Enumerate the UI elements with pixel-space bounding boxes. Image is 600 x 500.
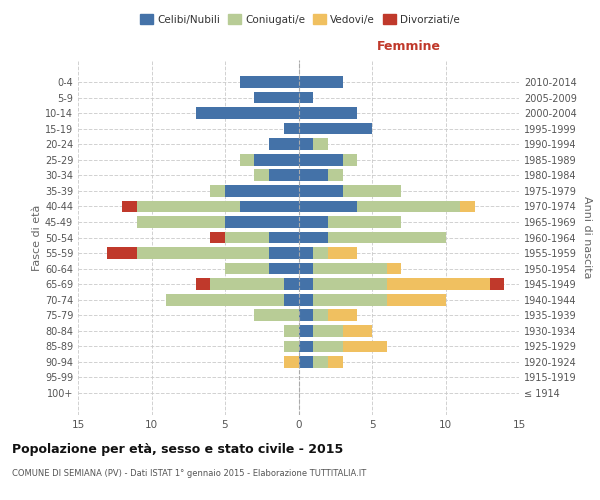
Bar: [313, 294, 387, 306]
Y-axis label: Fasce di età: Fasce di età: [32, 204, 42, 270]
Bar: [269, 247, 299, 259]
Bar: [284, 123, 299, 134]
Bar: [122, 200, 137, 212]
Bar: [240, 76, 299, 88]
Bar: [269, 170, 299, 181]
Bar: [299, 107, 358, 119]
Bar: [284, 340, 299, 352]
Bar: [299, 170, 328, 181]
Bar: [240, 200, 299, 212]
Bar: [269, 232, 299, 243]
Bar: [284, 294, 299, 306]
Bar: [269, 138, 299, 150]
Bar: [299, 185, 343, 196]
Bar: [284, 278, 299, 290]
Bar: [328, 232, 445, 243]
Bar: [313, 325, 343, 336]
Bar: [387, 278, 490, 290]
Text: Femmine: Femmine: [377, 40, 441, 53]
Bar: [299, 247, 313, 259]
Bar: [269, 263, 299, 274]
Bar: [299, 340, 313, 352]
Bar: [299, 278, 313, 290]
Bar: [299, 92, 313, 104]
Bar: [254, 310, 299, 321]
Bar: [313, 278, 387, 290]
Bar: [240, 154, 254, 166]
Bar: [225, 263, 269, 274]
Text: Popolazione per età, sesso e stato civile - 2015: Popolazione per età, sesso e stato civil…: [12, 442, 343, 456]
Bar: [328, 216, 401, 228]
Bar: [328, 247, 357, 259]
Bar: [313, 340, 343, 352]
Y-axis label: Anni di nascita: Anni di nascita: [582, 196, 592, 279]
Bar: [299, 216, 328, 228]
Bar: [299, 263, 313, 274]
Bar: [387, 263, 401, 274]
Bar: [299, 154, 343, 166]
Legend: Celibi/Nubili, Coniugati/e, Vedovi/e, Divorziati/e: Celibi/Nubili, Coniugati/e, Vedovi/e, Di…: [136, 10, 464, 29]
Bar: [225, 216, 299, 228]
Bar: [284, 325, 299, 336]
Bar: [211, 185, 225, 196]
Bar: [137, 247, 269, 259]
Bar: [313, 263, 387, 274]
Bar: [225, 185, 299, 196]
Bar: [137, 216, 225, 228]
Bar: [328, 310, 357, 321]
Bar: [358, 200, 460, 212]
Bar: [299, 325, 313, 336]
Bar: [460, 200, 475, 212]
Bar: [343, 185, 401, 196]
Bar: [343, 154, 358, 166]
Bar: [299, 356, 313, 368]
Bar: [313, 356, 328, 368]
Bar: [490, 278, 504, 290]
Text: COMUNE DI SEMIANA (PV) - Dati ISTAT 1° gennaio 2015 - Elaborazione TUTTITALIA.IT: COMUNE DI SEMIANA (PV) - Dati ISTAT 1° g…: [12, 469, 366, 478]
Bar: [299, 200, 358, 212]
Bar: [254, 92, 299, 104]
Bar: [313, 138, 328, 150]
Bar: [299, 76, 343, 88]
Bar: [313, 310, 328, 321]
Bar: [225, 232, 269, 243]
Bar: [107, 247, 137, 259]
Bar: [254, 170, 269, 181]
Bar: [299, 310, 313, 321]
Bar: [299, 232, 328, 243]
Bar: [343, 340, 387, 352]
Bar: [343, 325, 372, 336]
Bar: [211, 232, 225, 243]
Bar: [196, 107, 299, 119]
Bar: [328, 356, 343, 368]
Bar: [137, 200, 240, 212]
Bar: [299, 294, 313, 306]
Bar: [196, 278, 211, 290]
Bar: [284, 356, 299, 368]
Bar: [313, 247, 328, 259]
Bar: [254, 154, 299, 166]
Bar: [299, 123, 372, 134]
Bar: [328, 170, 343, 181]
Bar: [299, 138, 313, 150]
Bar: [166, 294, 284, 306]
Bar: [211, 278, 284, 290]
Bar: [387, 294, 445, 306]
